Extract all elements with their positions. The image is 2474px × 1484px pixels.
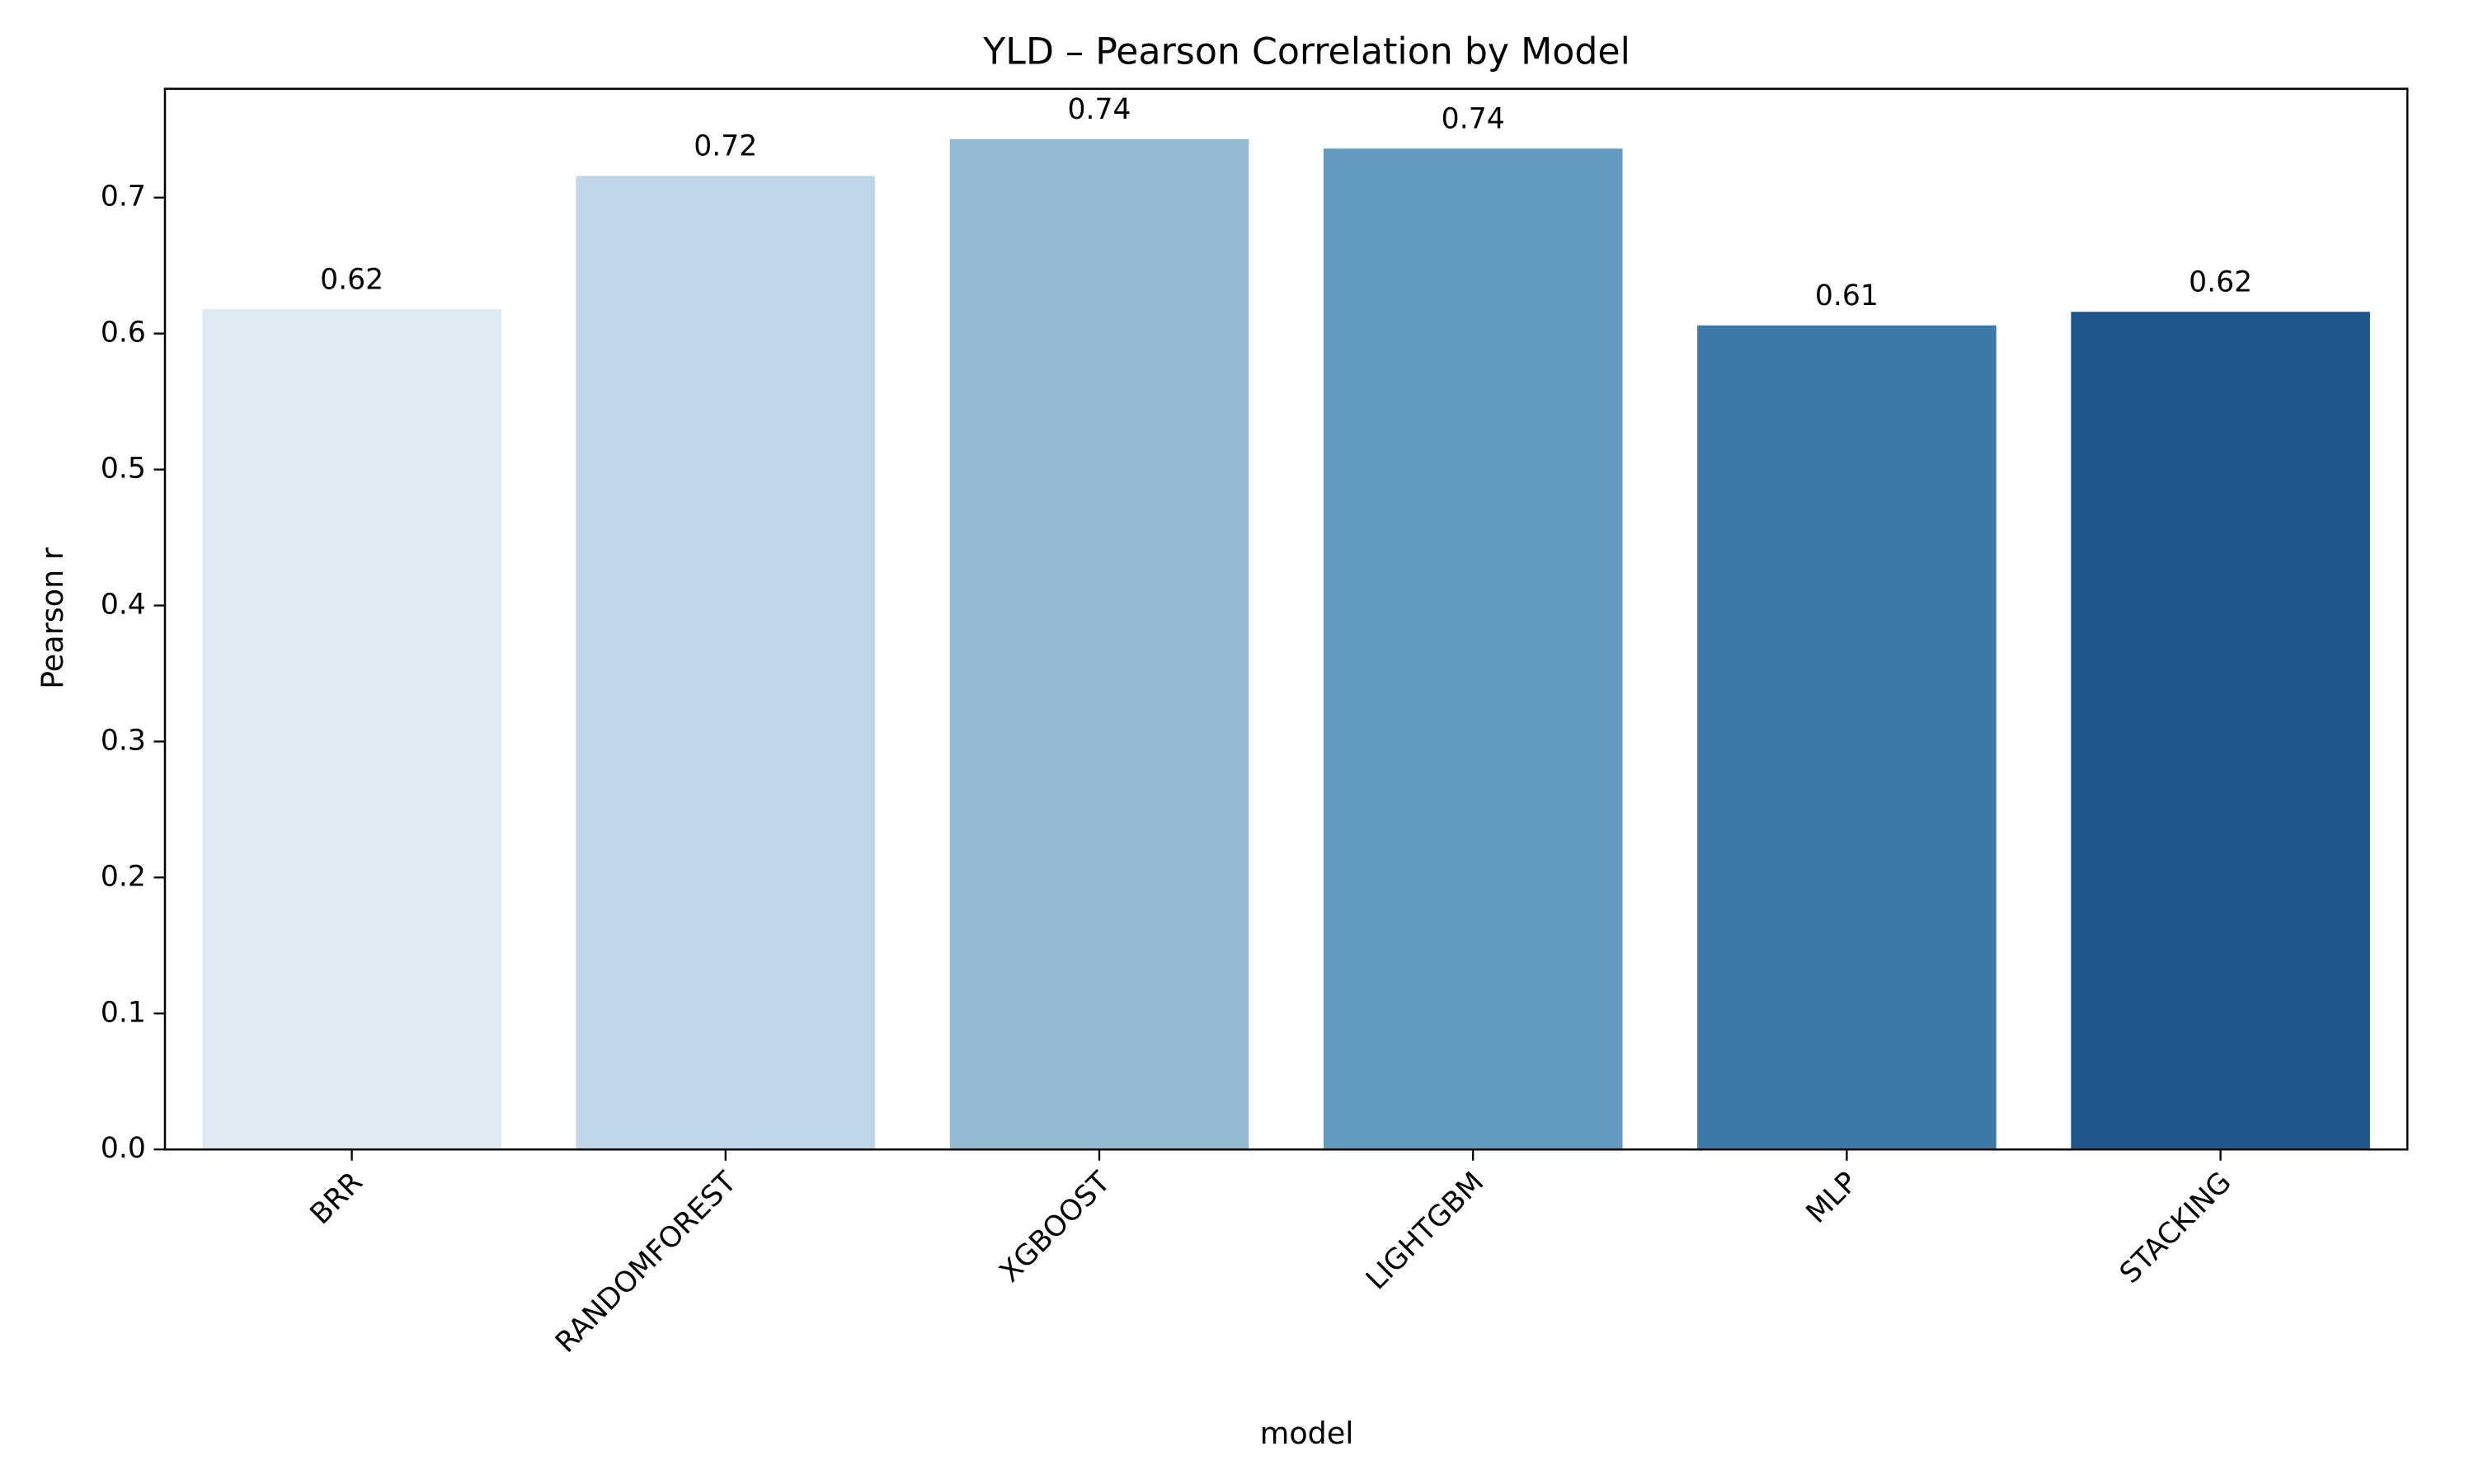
bar [1323, 148, 1623, 1150]
bar [576, 176, 876, 1150]
y-tick-label: 0.6 [101, 317, 146, 350]
value-label: 0.61 [1815, 279, 1879, 312]
bar [2071, 312, 2370, 1150]
y-tick-label: 0.0 [101, 1132, 146, 1165]
y-tick-label: 0.4 [101, 588, 146, 621]
chart-title: YLD – Pearson Correlation by Model [982, 31, 1630, 73]
y-tick-label: 0.5 [101, 453, 146, 486]
value-label: 0.72 [694, 130, 757, 163]
value-label: 0.74 [1442, 103, 1505, 136]
y-tick-label: 0.7 [101, 181, 146, 214]
bar [949, 139, 1249, 1150]
value-label: 0.74 [1067, 93, 1131, 126]
bar [1697, 325, 1997, 1150]
value-label: 0.62 [320, 263, 383, 296]
bar [202, 308, 501, 1150]
y-tick-label: 0.1 [101, 996, 146, 1029]
plot-frame [163, 87, 2409, 1151]
value-label: 0.62 [2189, 266, 2252, 299]
y-tick-label: 0.2 [101, 860, 146, 893]
x-axis-label: model [1260, 1416, 1354, 1451]
y-tick-label: 0.3 [101, 724, 146, 757]
y-axis-label: Pearson r [35, 547, 70, 689]
